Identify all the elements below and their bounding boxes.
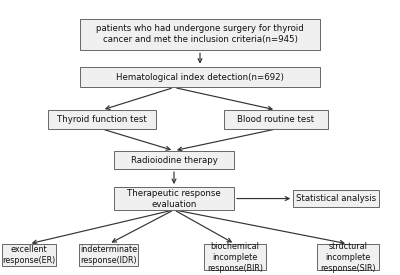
Text: excellent
response(ER): excellent response(ER)	[2, 245, 56, 265]
Text: Hematological index detection(n=692): Hematological index detection(n=692)	[116, 73, 284, 81]
Text: Blood routine test: Blood routine test	[238, 115, 314, 124]
Text: Radioiodine therapy: Radioiodine therapy	[130, 156, 218, 164]
FancyBboxPatch shape	[48, 110, 156, 129]
FancyBboxPatch shape	[224, 110, 328, 129]
FancyBboxPatch shape	[2, 244, 56, 266]
Text: patients who had undergone surgery for thyroid
cancer and met the inclusion crit: patients who had undergone surgery for t…	[96, 24, 304, 45]
FancyBboxPatch shape	[317, 244, 379, 270]
Text: biochemical
incomplete
response(BIR): biochemical incomplete response(BIR)	[207, 241, 263, 273]
FancyBboxPatch shape	[80, 19, 320, 50]
FancyBboxPatch shape	[204, 244, 266, 270]
Text: Therapeutic response
evaluation: Therapeutic response evaluation	[127, 188, 221, 209]
FancyBboxPatch shape	[114, 187, 234, 210]
FancyBboxPatch shape	[114, 151, 234, 169]
Text: structural
incomplete
response(SIR): structural incomplete response(SIR)	[320, 241, 376, 273]
Text: indeterminate
response(IDR): indeterminate response(IDR)	[80, 245, 137, 265]
FancyBboxPatch shape	[79, 244, 138, 266]
FancyBboxPatch shape	[293, 190, 379, 207]
FancyBboxPatch shape	[80, 67, 320, 87]
Text: Statistical analysis: Statistical analysis	[296, 194, 376, 203]
Text: Thyroid function test: Thyroid function test	[57, 115, 147, 124]
